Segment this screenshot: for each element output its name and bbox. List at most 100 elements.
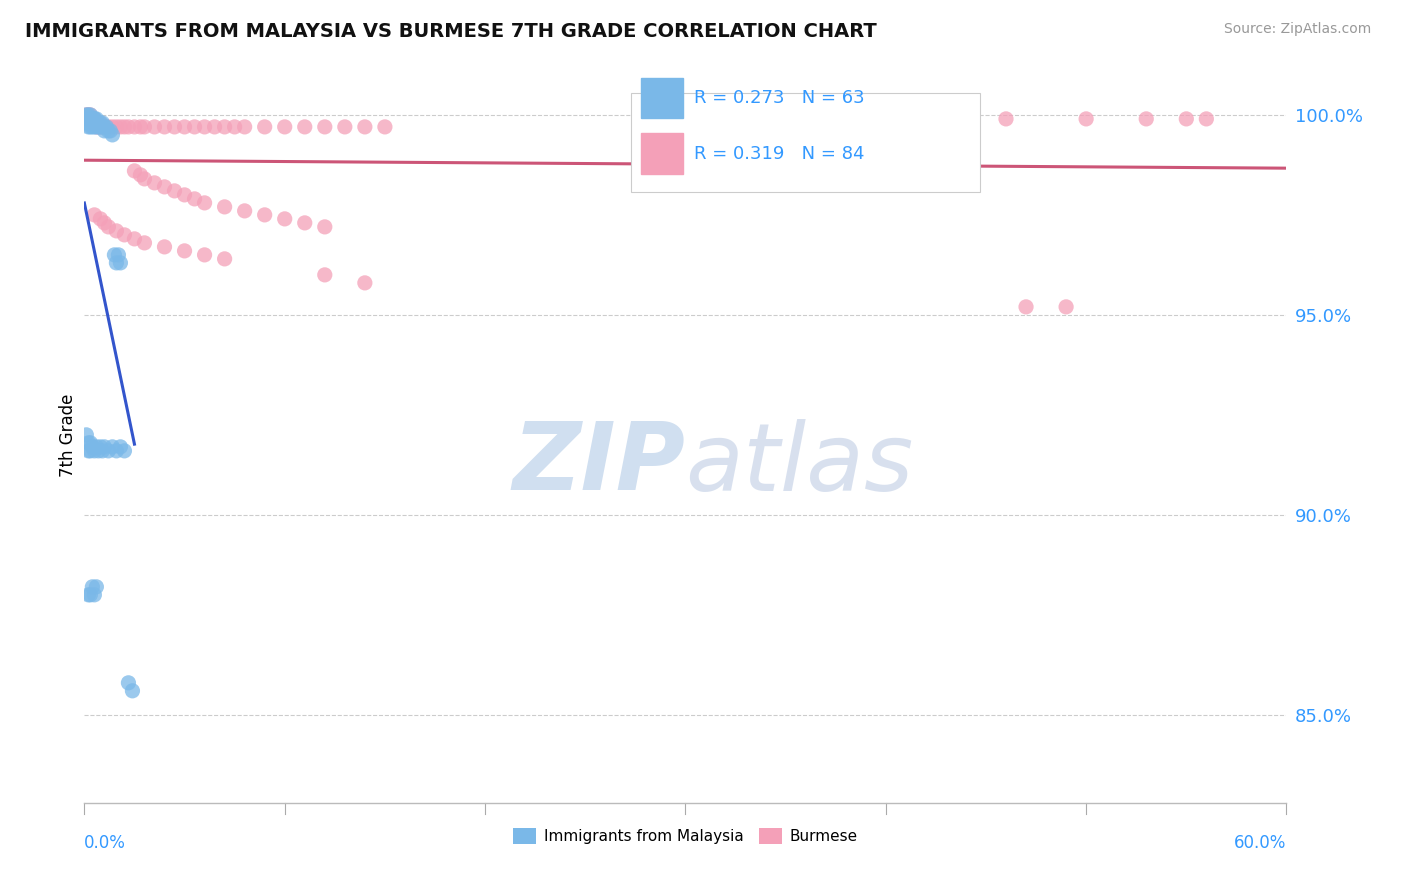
Point [183, 120, 205, 134]
Text: atlas: atlas [686, 418, 914, 510]
Point [83, 112, 105, 126]
Point [83, 116, 105, 130]
Point [214, 120, 236, 134]
Point [233, 120, 256, 134]
Point [75, 108, 97, 122]
Point [79, 108, 101, 122]
Point [105, 443, 128, 458]
Point [294, 216, 316, 230]
Point [77, 108, 100, 122]
Point [105, 256, 128, 270]
Point [83, 588, 105, 602]
Legend: Immigrants from Malaysia, Burmese: Immigrants from Malaysia, Burmese [508, 822, 863, 850]
Point [77, 112, 100, 126]
Point [124, 120, 146, 134]
Point [83, 208, 105, 222]
Point [314, 219, 336, 234]
Point [163, 120, 186, 134]
Point [153, 120, 176, 134]
Point [75, 108, 97, 122]
Point [163, 184, 186, 198]
Point [93, 440, 115, 454]
Point [173, 244, 195, 258]
Point [354, 276, 377, 290]
Point [1195, 112, 1218, 126]
Text: R = 0.319   N = 84: R = 0.319 N = 84 [693, 145, 865, 162]
Point [114, 120, 135, 134]
Bar [641, 78, 683, 119]
Point [121, 683, 143, 698]
Point [86, 116, 108, 130]
FancyBboxPatch shape [631, 93, 980, 192]
Point [79, 443, 101, 458]
Point [1054, 300, 1077, 314]
Text: 60.0%: 60.0% [1234, 834, 1286, 852]
Point [274, 211, 297, 226]
Point [374, 120, 396, 134]
Point [86, 580, 108, 594]
Point [129, 168, 152, 182]
Point [86, 120, 108, 134]
Bar [641, 133, 683, 174]
Point [86, 120, 108, 134]
Point [77, 112, 100, 126]
Point [173, 187, 195, 202]
Text: IMMIGRANTS FROM MALAYSIA VS BURMESE 7TH GRADE CORRELATION CHART: IMMIGRANTS FROM MALAYSIA VS BURMESE 7TH … [25, 22, 877, 41]
Point [110, 120, 132, 134]
Point [89, 120, 111, 134]
Point [75, 116, 97, 130]
Point [87, 443, 110, 458]
Point [314, 120, 336, 134]
Point [1015, 300, 1038, 314]
Point [114, 227, 135, 242]
Point [835, 112, 858, 126]
Point [77, 120, 100, 134]
Point [143, 120, 166, 134]
Point [110, 440, 132, 454]
Point [96, 120, 118, 134]
Point [129, 120, 152, 134]
Point [101, 120, 124, 134]
Point [83, 112, 105, 126]
Point [82, 120, 104, 134]
Point [82, 116, 104, 130]
Point [89, 116, 111, 130]
Point [97, 124, 120, 138]
Point [77, 588, 100, 602]
Point [89, 211, 111, 226]
Point [93, 124, 115, 138]
Point [82, 580, 104, 594]
Point [82, 116, 104, 130]
Y-axis label: 7th Grade: 7th Grade [59, 393, 77, 476]
Point [89, 120, 111, 134]
Point [1076, 112, 1098, 126]
Point [1175, 112, 1198, 126]
Text: 0.0%: 0.0% [84, 834, 127, 852]
Point [89, 116, 111, 130]
Point [105, 120, 128, 134]
Text: Source: ZipAtlas.com: Source: ZipAtlas.com [1223, 22, 1371, 37]
Point [96, 120, 118, 134]
Point [995, 112, 1018, 126]
Point [79, 108, 101, 122]
Point [83, 116, 105, 130]
Point [91, 443, 114, 458]
Point [274, 120, 297, 134]
Point [153, 240, 176, 254]
Point [173, 120, 195, 134]
Point [354, 120, 377, 134]
Text: R = 0.273   N = 63: R = 0.273 N = 63 [693, 89, 865, 107]
Point [82, 112, 104, 126]
Point [75, 112, 97, 126]
Point [77, 108, 100, 122]
Point [77, 435, 100, 450]
Point [91, 120, 114, 134]
Point [101, 128, 124, 142]
Point [77, 112, 100, 126]
Point [775, 112, 797, 126]
Point [89, 440, 111, 454]
Point [183, 192, 205, 206]
Point [91, 120, 114, 134]
Point [253, 208, 276, 222]
Point [87, 120, 110, 134]
